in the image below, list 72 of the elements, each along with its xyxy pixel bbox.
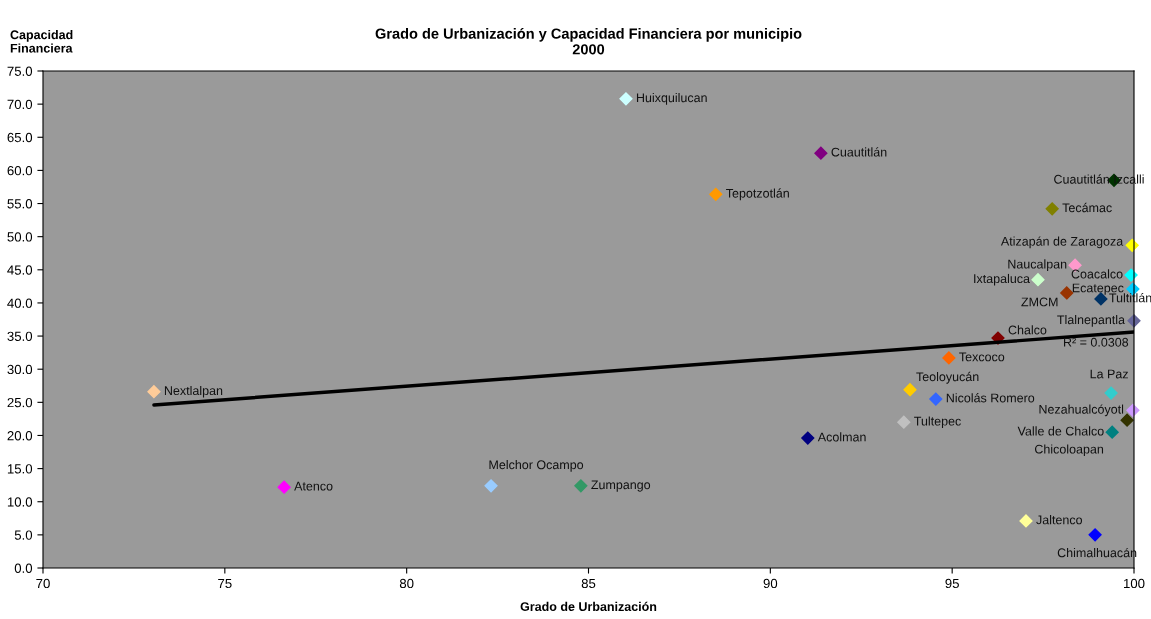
point (1045, 202, 1059, 216)
annotation: Chalco (1008, 325, 1047, 335)
annotation: Tepotzotlán (726, 188, 789, 201)
point (1104, 386, 1118, 400)
annotation: Ecatepec (1072, 283, 1124, 295)
y-tick-label: 50.0 (7, 232, 33, 242)
annotation: Melchor Ocampo (489, 460, 584, 472)
annotation: Cuautitlán (831, 147, 887, 157)
point (574, 479, 588, 493)
point (277, 480, 291, 494)
y-tick-label: 10.0 (7, 497, 33, 507)
annotation: La Paz (1090, 369, 1128, 379)
annotation: R² = 0.0308 (1064, 337, 1129, 347)
point (942, 351, 956, 365)
point (903, 383, 917, 397)
point (897, 415, 911, 429)
y-tick-label: 25.0 (7, 397, 33, 408)
point (709, 187, 723, 201)
annotation: ZMCM (1021, 297, 1058, 307)
annotation: Ixtapaluca (974, 273, 1030, 286)
point (814, 146, 828, 160)
annotation: Atenco (294, 481, 333, 491)
x-axis-title: Grado de Urbanización (520, 601, 657, 612)
point (1019, 514, 1033, 528)
y-axis-title: Capacidad Financiera (10, 30, 73, 53)
point (147, 385, 161, 399)
y-tick-label: 70.0 (7, 99, 33, 110)
x-tick-label: 90 (763, 578, 778, 589)
annotation: Huixquilucan (636, 93, 707, 105)
annotation: Nicolás Romero (946, 393, 1035, 403)
point (1060, 286, 1074, 300)
x-tick-label: 100 (1124, 578, 1145, 589)
y-tick-label: 55.0 (7, 199, 33, 209)
y-tick-label: 75.0 (7, 66, 33, 76)
point (801, 431, 815, 445)
annotation: Teoloyucán (916, 371, 979, 384)
x-tick-label: 80 (399, 578, 414, 589)
y-tick-label: 5.0 (14, 530, 33, 540)
y-tick-label: 40.0 (7, 298, 33, 308)
annotation: Chicoloapan (1034, 444, 1104, 457)
point (1105, 425, 1119, 439)
annotation: Texcoco (959, 352, 1005, 362)
y-tick-label: 35.0 (7, 331, 33, 341)
annotation: Tecámac (1062, 202, 1112, 213)
annotation: Valle de Chalco (1017, 426, 1104, 436)
annotation: Atizapán de Zaragoza (1000, 236, 1124, 249)
point (619, 92, 633, 106)
point (929, 392, 943, 406)
chart-title: Grado de Urbanización y Capacidad Financiera por municipio 2000 (375, 27, 802, 55)
x-tick-label: 70 (36, 578, 50, 589)
y-tick-label: 0.0 (14, 563, 33, 573)
y-tick-label: 20.0 (7, 431, 33, 441)
x-tick-label: 95 (945, 578, 959, 589)
y-tick-label: 45.0 (7, 265, 33, 275)
point (1088, 528, 1102, 542)
annotation: Tultepec (914, 416, 961, 429)
annotation: Coacalco (1071, 269, 1123, 279)
y-tick-label: 15.0 (7, 464, 33, 474)
point (484, 479, 498, 493)
y-tick-label: 30.0 (7, 364, 33, 375)
x-tick-label: 85 (581, 578, 596, 589)
annotation: Tlalnepantla (1057, 315, 1125, 327)
x-tick-label: 75 (218, 578, 232, 589)
annotation: Zumpango (591, 480, 651, 492)
annotation: Jaltenco (1036, 515, 1083, 525)
y-tick-label: 65.0 (7, 132, 33, 143)
point (1031, 273, 1045, 287)
annotation: Nextlalpan (164, 385, 223, 398)
y-tick-label: 60.0 (7, 165, 33, 176)
annotation: Acolman (817, 432, 866, 442)
annotation: Nezahualcóyotl (1039, 404, 1124, 417)
annotation: Naucalpan (1008, 259, 1067, 271)
